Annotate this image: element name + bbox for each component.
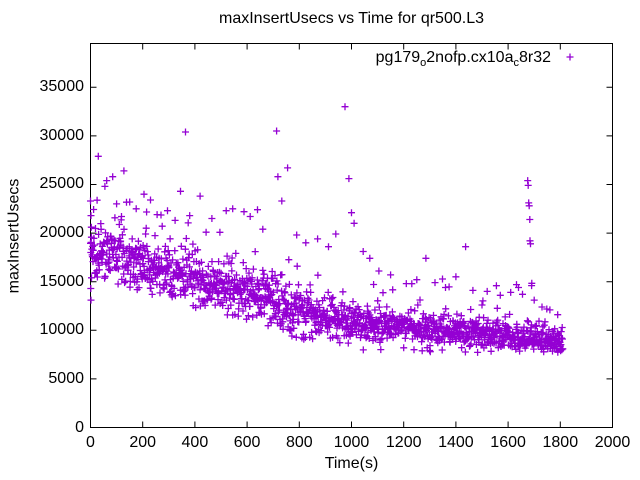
- x-tick-label: 1200: [385, 434, 422, 451]
- x-tick-label: 200: [129, 434, 157, 451]
- y-tick-label: 25000: [39, 175, 85, 193]
- x-tick-label: 1000: [333, 434, 370, 451]
- legend: pg179o2nofp.cx10ac8r32: [90, 48, 577, 73]
- y-tick-label: 5000: [48, 369, 84, 387]
- y-tick-label: 30000: [39, 126, 85, 144]
- y-tick-label: 15000: [39, 272, 85, 290]
- x-tick-label: 1400: [438, 434, 474, 451]
- plus-marker-icon: [566, 53, 574, 61]
- x-tick-label: 2000: [594, 434, 631, 451]
- x-tick-label: 600: [233, 434, 261, 451]
- chart-title: maxInsertUsecs vs Time for qr500.L3: [219, 10, 484, 27]
- x-tick-label: 0: [86, 434, 95, 451]
- x-tick-label: 1800: [542, 434, 579, 451]
- scatter-data-points: [87, 103, 567, 356]
- legend-text: 2nofp.cx10a: [426, 49, 514, 66]
- legend-subscript: o: [420, 57, 427, 69]
- x-tick-label: 1600: [490, 434, 526, 451]
- x-axis-label: Time(s): [324, 455, 379, 472]
- y-tick-label: 20000: [39, 224, 85, 242]
- axis-ticks: [90, 43, 613, 428]
- legend-subscript: c: [513, 57, 519, 69]
- legend-text: pg179: [375, 49, 421, 66]
- x-tick-label: 400: [181, 434, 209, 451]
- x-tick-label: 800: [285, 434, 313, 451]
- y-tick-label: 10000: [39, 321, 85, 339]
- plot-border: [90, 43, 613, 428]
- legend-text: 8r32: [518, 49, 551, 66]
- legend-series-label: pg179o2nofp.cx10ac8r32: [375, 49, 551, 69]
- y-tick-label: 0: [75, 418, 84, 436]
- y-tick-label: 35000: [39, 78, 85, 96]
